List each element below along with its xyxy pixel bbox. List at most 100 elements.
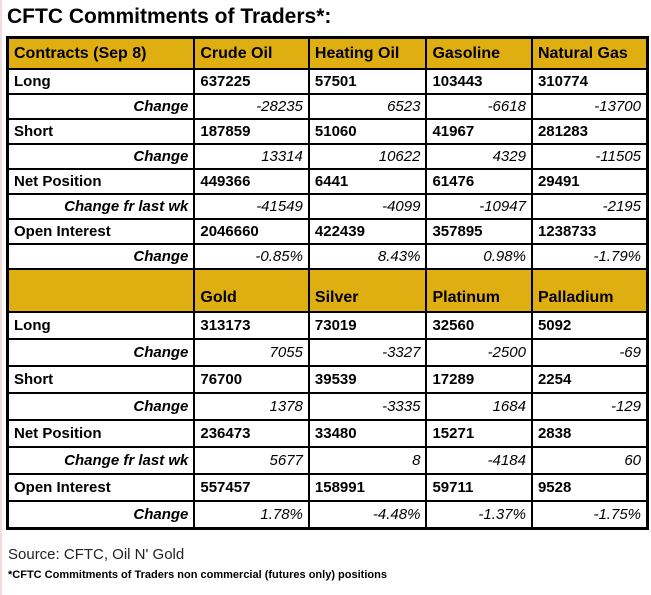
row-label: Change (6, 93, 196, 120)
row-label: Change fr last wk (6, 193, 196, 220)
data-cell: 187859 (193, 118, 310, 145)
row-label: Change (6, 143, 196, 170)
table-row-long: Long 637225 57501 103443 310774 (6, 68, 649, 95)
data-cell: 57501 (307, 68, 428, 95)
data-cell: 17289 (425, 365, 533, 394)
data-cell: 557457 (193, 473, 310, 502)
data-cell: 2046660 (193, 218, 310, 245)
column-header-platinum: Platinum (425, 268, 533, 313)
table-row-change-pct: Change 1.78% -4.48% -1.37% -1.75% (6, 500, 649, 530)
row-label: Change (6, 500, 196, 530)
data-cell: 422439 (307, 218, 428, 245)
table-row-change: Change 1378 -3335 1684 -129 (6, 392, 649, 421)
data-cell: 61476 (425, 168, 533, 195)
data-cell: -6618 (425, 93, 533, 120)
table-row-open-interest: Open Interest 2046660 422439 357895 1238… (6, 218, 649, 245)
table-row-change-fr-last-wk: Change fr last wk 5677 8 -4184 60 (6, 446, 649, 475)
row-label: Open Interest (6, 473, 196, 502)
data-cell: 1378 (193, 392, 310, 421)
data-cell: -2195 (530, 193, 649, 220)
page-title: CFTC Commitments of Traders*: (7, 5, 332, 28)
table-row-open-interest: Open Interest 557457 158991 59711 9528 (6, 473, 649, 502)
data-cell: 73019 (307, 311, 428, 340)
data-cell: -69 (530, 338, 649, 367)
data-cell: 13314 (193, 143, 310, 170)
data-cell: 4329 (425, 143, 533, 170)
data-cell: -1.37% (425, 500, 533, 530)
data-cell: 6441 (307, 168, 428, 195)
data-cell: 10622 (307, 143, 428, 170)
row-label: Change (6, 338, 196, 367)
row-label: Change (6, 392, 196, 421)
data-cell: 6523 (307, 93, 428, 120)
data-cell: 2838 (530, 419, 649, 448)
footnote-text: *CFTC Commitments of Traders non commerc… (8, 569, 387, 581)
data-cell: 236473 (193, 419, 310, 448)
data-cell: 15271 (425, 419, 533, 448)
column-header-natural-gas: Natural Gas (530, 36, 649, 70)
energy-header-row: Contracts (Sep 8) Crude Oil Heating Oil … (6, 36, 649, 70)
cot-table: Contracts (Sep 8) Crude Oil Heating Oil … (6, 36, 649, 530)
data-cell: 310774 (530, 68, 649, 95)
source-text: Source: CFTC, Oil N' Gold (8, 546, 185, 563)
column-header-heating-oil: Heating Oil (307, 36, 428, 70)
row-label: Open Interest (6, 218, 196, 245)
data-cell: -28235 (193, 93, 310, 120)
data-cell: 32560 (425, 311, 533, 340)
data-cell: -4.48% (307, 500, 428, 530)
data-cell: 76700 (193, 365, 310, 394)
row-label: Net Position (6, 168, 196, 195)
data-cell: 449366 (193, 168, 310, 195)
column-header-contracts: Contracts (Sep 8) (6, 36, 196, 70)
row-label: Change (6, 243, 196, 270)
data-cell: -129 (530, 392, 649, 421)
column-header-crude-oil: Crude Oil (193, 36, 310, 70)
row-label: Change fr last wk (6, 446, 196, 475)
data-cell: -4099 (307, 193, 428, 220)
data-cell: 1238733 (530, 218, 649, 245)
data-cell: -13700 (530, 93, 649, 120)
data-cell: -0.85% (193, 243, 310, 270)
data-cell: 9528 (530, 473, 649, 502)
metals-header-row: Gold Silver Platinum Palladium (6, 268, 649, 313)
table-row-change: Change 13314 10622 4329 -11505 (6, 143, 649, 170)
row-label: Short (6, 118, 196, 145)
table-row-short: Short 187859 51060 41967 281283 (6, 118, 649, 145)
data-cell: 60 (530, 446, 649, 475)
table-row-change-pct: Change -0.85% 8.43% 0.98% -1.79% (6, 243, 649, 270)
data-cell: 7055 (193, 338, 310, 367)
data-cell: 357895 (425, 218, 533, 245)
data-cell: 103443 (425, 68, 533, 95)
data-cell: 313173 (193, 311, 310, 340)
data-cell: 8 (307, 446, 428, 475)
data-cell: 0.98% (425, 243, 533, 270)
data-cell: 59711 (425, 473, 533, 502)
data-cell: 2254 (530, 365, 649, 394)
data-cell: -10947 (425, 193, 533, 220)
row-label: Long (6, 68, 196, 95)
column-header-palladium: Palladium (530, 268, 649, 313)
table-row-change: Change -28235 6523 -6618 -13700 (6, 93, 649, 120)
table-row-short: Short 76700 39539 17289 2254 (6, 365, 649, 394)
data-cell: -3335 (307, 392, 428, 421)
data-cell: -2500 (425, 338, 533, 367)
data-cell: 5092 (530, 311, 649, 340)
table-row-net-position: Net Position 449366 6441 61476 29491 (6, 168, 649, 195)
row-label: Long (6, 311, 196, 340)
table-row-change-fr-last-wk: Change fr last wk -41549 -4099 -10947 -2… (6, 193, 649, 220)
data-cell: -1.75% (530, 500, 649, 530)
data-cell: 39539 (307, 365, 428, 394)
data-cell: 1684 (425, 392, 533, 421)
data-cell: 1.78% (193, 500, 310, 530)
data-cell: 158991 (307, 473, 428, 502)
column-header-gasoline: Gasoline (425, 36, 533, 70)
table-row-change: Change 7055 -3327 -2500 -69 (6, 338, 649, 367)
column-header-gold: Gold (193, 268, 310, 313)
data-cell: -41549 (193, 193, 310, 220)
row-label: Short (6, 365, 196, 394)
data-cell: -1.79% (530, 243, 649, 270)
table-row-long: Long 313173 73019 32560 5092 (6, 311, 649, 340)
data-cell: 8.43% (307, 243, 428, 270)
data-cell: 5677 (193, 446, 310, 475)
column-header-silver: Silver (307, 268, 428, 313)
